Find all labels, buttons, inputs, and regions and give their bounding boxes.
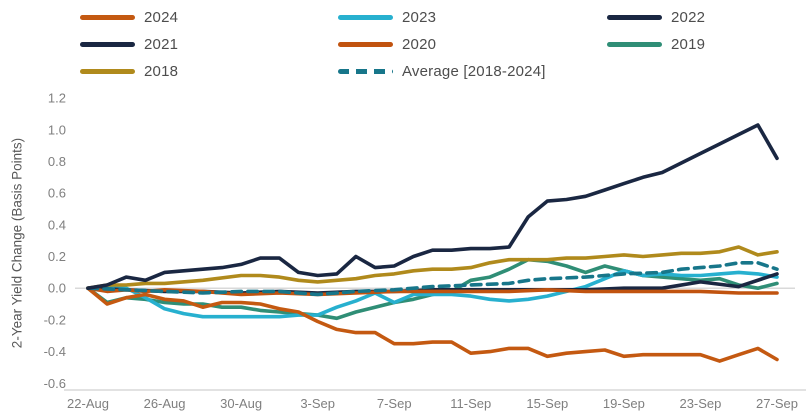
legend-item-2021[interactable]: 2021 <box>80 36 338 53</box>
x-tick-label: 22-Aug <box>67 396 109 411</box>
x-tick-label: 11-Sep <box>450 396 491 411</box>
legend-swatch <box>607 42 662 47</box>
legend-label: 2019 <box>671 36 706 53</box>
series-line-2018 <box>86 245 779 291</box>
x-tick-label: 19-Sep <box>603 396 645 411</box>
series-line-average-2018-2024 <box>86 260 779 297</box>
legend-label: 2021 <box>144 36 179 53</box>
legend-label: 2020 <box>402 36 437 53</box>
x-tick-label: 3-Sep <box>300 396 335 411</box>
legend-swatch <box>607 15 662 20</box>
legend-item-2018[interactable]: 2018 <box>80 63 338 80</box>
legend-swatch <box>338 42 393 47</box>
y-axis-title: 2-Year Yield Change (Basis Points) <box>9 137 25 349</box>
y-tick-label: 1.2 <box>48 91 66 106</box>
chart-legend: 2024 2023 2022 2021 2020 2019 2018 Average [201… <box>80 4 705 85</box>
x-tick-label: 26-Aug <box>144 396 186 411</box>
x-tick-label: 30-Aug <box>220 396 262 411</box>
legend-item-2023[interactable]: 2023 <box>338 9 607 26</box>
legend-label: 2018 <box>144 63 179 80</box>
y-tick-label: 0.4 <box>48 217 66 232</box>
x-tick-label: 27-Sep <box>756 396 798 411</box>
legend-label: Average [2018-2024] <box>402 63 546 80</box>
series-line-2021 <box>86 123 779 291</box>
x-tick-label: 15-Sep <box>526 396 568 411</box>
legend-item-average-2018-2024[interactable]: Average [2018-2024] <box>338 63 607 80</box>
y-tick-label: 0.2 <box>48 249 66 264</box>
legend-swatch-dashed <box>338 69 393 74</box>
legend-swatch <box>80 69 135 74</box>
legend-label: 2023 <box>402 9 437 26</box>
legend-swatch <box>80 15 135 20</box>
legend-swatch <box>80 42 135 47</box>
legend-item-2024[interactable]: 2024 <box>80 9 338 26</box>
legend-item-2020[interactable]: 2020 <box>338 36 607 53</box>
x-tick-label: 7-Sep <box>377 396 412 411</box>
y-tick-label: 0.8 <box>48 154 66 169</box>
series-line-2024 <box>86 286 779 363</box>
y-tick-label: 0.0 <box>48 281 66 296</box>
y-tick-label: -0.6 <box>44 376 66 391</box>
y-tick-label: 1.0 <box>48 122 66 137</box>
legend-item-2022[interactable]: 2022 <box>607 9 705 26</box>
y-tick-label: 0.6 <box>48 186 66 201</box>
legend-label: 2022 <box>671 9 706 26</box>
x-tick-label: 23-Sep <box>679 396 721 411</box>
legend-label: 2024 <box>144 9 179 26</box>
legend-swatch <box>338 15 393 20</box>
legend-item-2019[interactable]: 2019 <box>607 36 705 53</box>
y-tick-label: -0.2 <box>44 312 66 327</box>
y-tick-label: -0.4 <box>44 344 66 359</box>
